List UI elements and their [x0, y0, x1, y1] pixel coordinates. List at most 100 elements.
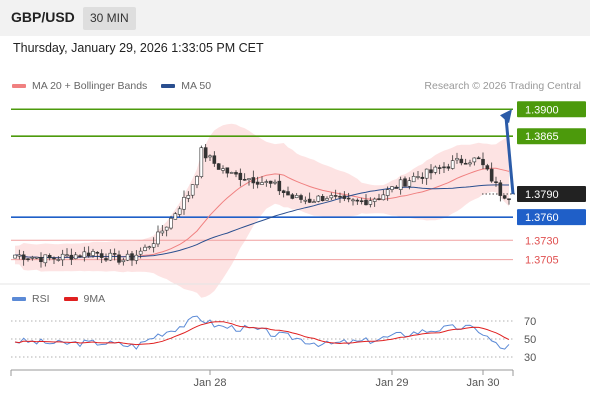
candle-body — [424, 168, 429, 179]
candle-body — [398, 179, 403, 190]
candle-body — [195, 176, 199, 186]
candle-body — [498, 182, 503, 196]
candle-body — [277, 180, 282, 192]
candle-body — [472, 157, 477, 163]
rsi-tick-label: 30 — [524, 352, 536, 364]
candle-body — [73, 254, 78, 260]
candle-body — [134, 254, 139, 261]
rsi-tick-label: 50 — [524, 334, 536, 346]
candle-body — [481, 158, 485, 166]
candle-body — [52, 257, 56, 260]
candle-body — [377, 198, 381, 200]
current-price-label: 1.3790 — [525, 189, 559, 201]
candle-body — [316, 195, 321, 202]
timeframe-badge[interactable]: 30 MIN — [83, 7, 136, 30]
projection — [500, 109, 515, 195]
candle-body — [121, 259, 126, 263]
candle-body — [151, 243, 156, 248]
price-levels — [11, 108, 515, 261]
candle-body — [459, 158, 464, 164]
candle-body — [342, 195, 347, 199]
candle-body — [186, 195, 191, 199]
legend-item-ma20: MA 20 + Bollinger Bands — [12, 80, 147, 92]
candle-body — [21, 254, 26, 260]
candle-body — [368, 200, 373, 205]
candle-body — [169, 217, 173, 229]
price-legend: MA 20 + Bollinger Bands MA 50 — [12, 80, 225, 92]
legend-label-ma20: MA 20 + Bollinger Bands — [32, 80, 148, 92]
instrument-title: GBP/USD — [11, 9, 75, 25]
candle-body — [147, 246, 152, 249]
level-label-1.3900: 1.3900 — [525, 104, 559, 116]
legend-item-rsi: RSI — [12, 293, 50, 305]
candle-body — [394, 186, 399, 189]
candle-body — [433, 166, 438, 173]
level-tag-1.3865 — [517, 128, 586, 145]
candle-body — [212, 155, 217, 164]
candle-body — [385, 189, 390, 196]
candle-body — [320, 195, 325, 202]
candle-body — [364, 199, 368, 206]
candle-body — [260, 182, 264, 185]
x-tick-label: Jan 30 — [466, 377, 499, 389]
candle-body — [303, 199, 308, 202]
candle-body — [255, 181, 260, 185]
candle-body — [60, 253, 65, 261]
current-price-tag — [517, 186, 586, 203]
candle-body — [43, 254, 48, 264]
legend-swatch-ma50 — [161, 84, 176, 88]
candle-body — [468, 162, 472, 165]
candle-body — [403, 178, 407, 187]
candle-body — [112, 253, 117, 255]
x-axis: Jan 28 Jan 29 Jan 30 — [10, 369, 514, 389]
legend-label-ma50: MA 50 — [181, 80, 212, 92]
x-tick-label: Jan 29 — [375, 377, 408, 389]
candle-body — [372, 198, 377, 202]
candle-body — [446, 166, 451, 169]
candle-body — [95, 251, 100, 254]
candle-body — [104, 258, 108, 261]
candles — [13, 143, 511, 268]
chart-datetime: Thursday, January 29, 2026 1:33:05 PM CE… — [13, 41, 264, 55]
projection-arrow-head — [500, 109, 512, 124]
candle-body — [26, 258, 30, 261]
rsi-panel: 70 50 30 — [0, 283, 590, 364]
candle-body — [78, 255, 82, 257]
candle-body — [216, 163, 221, 170]
candle-body — [390, 186, 394, 190]
level-label-1.3865: 1.3865 — [525, 131, 559, 143]
level-tag-1.3760 — [517, 209, 586, 226]
candle-body — [208, 155, 212, 158]
candle-body — [437, 167, 442, 169]
candle-body — [242, 178, 247, 181]
rsi-tick-label: 70 — [524, 316, 536, 328]
candle-body — [56, 259, 61, 261]
bollinger-band-area — [15, 123, 509, 298]
candle-body — [281, 190, 286, 193]
candle-body — [177, 208, 182, 215]
candle-body — [17, 254, 22, 257]
projection-arrow-line — [504, 117, 515, 195]
legend-item-9ma: 9MA — [63, 293, 106, 305]
candle-body — [286, 191, 290, 196]
candle-body — [99, 253, 104, 258]
legend-swatch-ma20 — [12, 84, 26, 88]
candle-body — [173, 213, 178, 220]
legend-label-9ma: 9MA — [83, 293, 106, 305]
candle-body — [225, 167, 230, 174]
candle-body — [290, 194, 295, 199]
candle-body — [229, 172, 234, 174]
candle-body — [325, 198, 329, 201]
candle-body — [268, 180, 273, 184]
candle-body — [91, 251, 95, 256]
candle-body — [338, 195, 342, 198]
candle-body — [346, 197, 351, 200]
legend-item-ma50: MA 50 — [161, 80, 211, 92]
candle-body — [138, 250, 143, 255]
candle-body — [143, 246, 147, 251]
candle-body — [117, 254, 121, 263]
candle-body — [264, 181, 269, 183]
candle-body — [156, 231, 160, 245]
candle-body — [420, 176, 425, 179]
